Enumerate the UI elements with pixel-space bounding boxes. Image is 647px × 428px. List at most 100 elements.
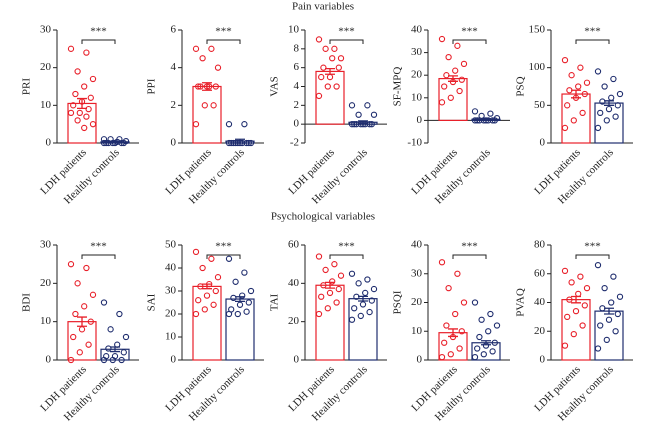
y-axis-label: BDI [21,293,33,312]
data-point [566,296,573,303]
data-point [212,287,219,295]
data-point [100,299,108,306]
y-axis-label: PVAQ [515,288,527,317]
data-point [320,64,327,71]
data-point [564,102,571,109]
data-point [335,285,342,293]
significance-label: *** [461,26,478,38]
y-tick-label: 40 [288,277,300,289]
data-point [348,102,356,109]
error-bar [604,307,614,315]
data-point [441,339,448,346]
data-point [370,285,378,293]
data-point [195,83,202,90]
data-point [333,83,340,90]
y-tick-label: 30 [411,267,423,279]
data-point [476,333,483,341]
data-point [192,310,200,318]
data-point [247,287,255,295]
y-tick-label: 40 [411,239,423,251]
data-point [438,259,446,266]
y-tick-label: 40 [534,296,546,308]
data-point [478,316,485,323]
y-tick-label: 0 [294,118,300,130]
data-point [438,99,446,106]
data-point [315,36,323,43]
data-point [329,55,336,62]
data-point [74,117,81,124]
data-point [489,348,496,355]
data-point [581,302,588,309]
data-point [370,111,378,118]
data-point [575,83,582,90]
data-point [67,109,75,117]
data-point [362,289,369,297]
significance-bracket [206,39,241,44]
y-tick-label: 10 [40,315,52,327]
data-point [357,312,364,320]
y-tick-label: 20 [534,325,546,337]
data-point [228,139,235,147]
data-point [487,110,494,117]
y-tick-label: 0 [540,137,546,149]
error-bar [235,138,245,144]
data-point [76,349,83,356]
data-point [568,279,575,286]
y-tick-label: 0 [540,354,546,366]
data-point [608,299,615,306]
data-point [208,255,215,262]
data-point [122,333,130,341]
error-bar [235,296,245,302]
data-point [67,45,75,52]
y-axis-label: TAI [269,293,281,311]
bar [67,102,97,144]
error-bar [448,328,458,338]
data-point [118,356,125,364]
data-point [225,255,233,262]
data-point [83,264,90,272]
y-tick-label: 20 [411,69,423,81]
data-point [568,72,575,79]
data-point [452,67,459,74]
data-point [487,310,494,318]
data-point [491,117,498,124]
data-point [103,139,110,147]
data-point [234,310,241,318]
data-point [355,111,362,118]
data-point [454,270,461,277]
data-point [214,64,222,71]
data-point [603,117,610,124]
data-point [570,330,577,338]
data-point [594,68,602,75]
data-point [348,121,356,128]
significance-bracket [452,39,487,44]
data-point [456,345,463,352]
significance-bracket [81,254,116,259]
y-tick-label: 20 [40,61,52,73]
y-tick-label: 10 [165,331,177,343]
data-point [100,139,108,147]
significance-label: *** [215,241,232,253]
data-point [364,102,371,109]
error-bar [77,316,87,327]
y-tick-label: 30 [411,46,423,58]
bar [594,102,624,144]
y-tick-label: 0 [171,137,177,149]
data-point [85,341,92,348]
data-point [351,121,358,128]
data-point [318,293,325,300]
data-point [605,316,613,323]
data-point [333,299,340,306]
data-point [83,113,90,120]
data-point [245,299,252,306]
y-tick-label: 0 [46,354,52,366]
y-axis-label: PSQ [515,76,527,96]
data-point [594,345,602,352]
data-point [458,328,465,335]
data-point [601,284,608,292]
data-point [81,83,88,90]
data-point [561,342,569,349]
data-point [201,306,208,313]
y-tick-label: 10 [288,24,300,36]
data-point [597,322,604,329]
